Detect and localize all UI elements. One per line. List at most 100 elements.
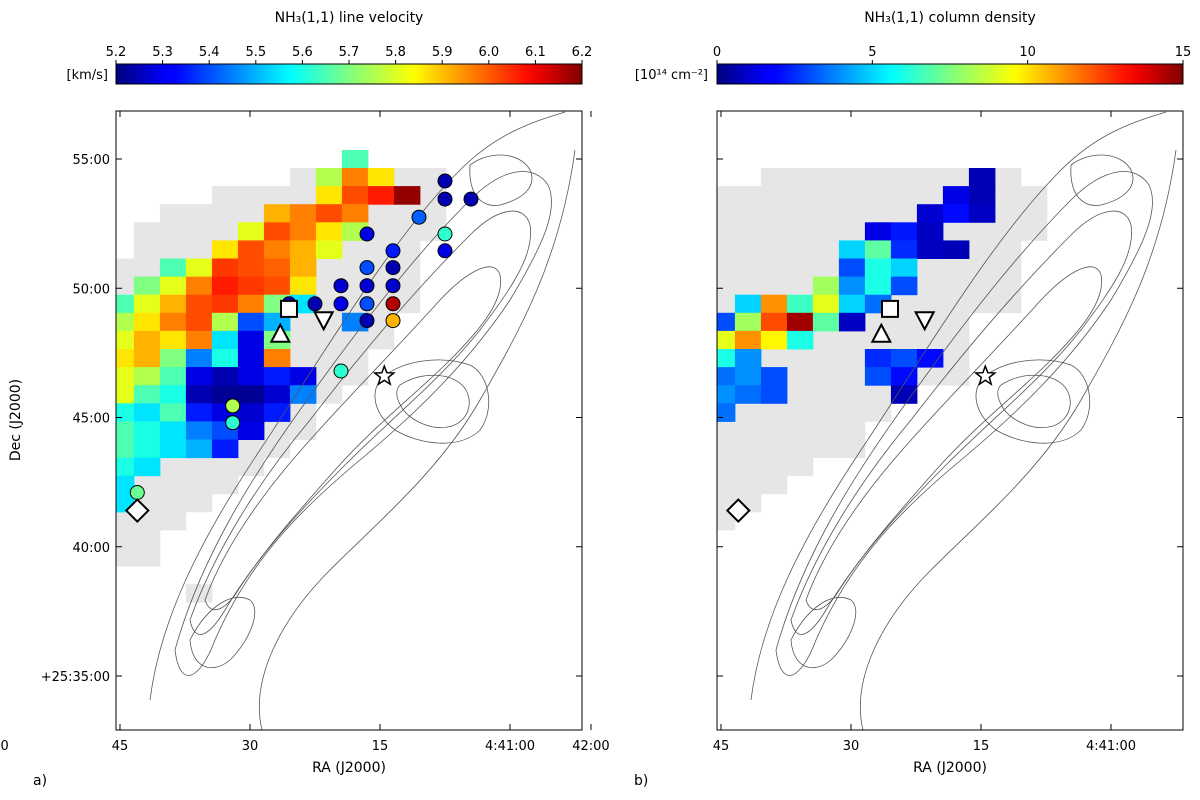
data-cell (605, 548, 632, 567)
data-cell (527, 530, 554, 549)
coverage-cell (30, 421, 56, 440)
coverage-cell (838, 367, 866, 386)
coverage-cell (4, 494, 30, 513)
coverage-cell (864, 204, 892, 223)
data-cell (211, 349, 239, 368)
coverage-cell (553, 403, 579, 422)
coverage-cell (717, 511, 736, 531)
data-cell (159, 349, 187, 368)
coverage-cell (657, 403, 683, 422)
data-cell (864, 367, 892, 386)
coverage-cell (994, 186, 1022, 205)
coverage-cell (289, 421, 317, 440)
coverage-cell (185, 493, 213, 513)
coverage-cell (4, 566, 30, 585)
coverage-cell (812, 204, 840, 223)
data-cell (133, 294, 161, 314)
coverage-cell (82, 476, 108, 495)
data-cell (734, 294, 762, 314)
y-tick-label: +25:35:00 (41, 670, 110, 685)
data-cell (579, 512, 606, 531)
coverage-cell (864, 385, 892, 404)
coverage-cell (315, 258, 343, 277)
data-cell (683, 367, 710, 386)
panel-a: NH₃(1,1) line velocity [km/s] 5.2 5.3 5.4 5… (0, 10, 592, 789)
source-circle-marker (333, 278, 349, 294)
colorbar-title-a: NH₃(1,1) line velocity (275, 10, 424, 26)
data-cell (159, 330, 187, 350)
source-circle-marker (385, 243, 401, 259)
data-cell (916, 204, 944, 223)
data-cell (683, 385, 710, 404)
coverage-cell (393, 240, 421, 259)
coverage-cell (631, 421, 657, 440)
coverage-cell (159, 493, 187, 513)
data-cell (56, 458, 83, 477)
coverage-cell (916, 276, 944, 296)
source-circle-marker (385, 313, 401, 329)
coverage-cell (760, 457, 788, 477)
data-cell (605, 512, 632, 531)
colorbar-tick-label: 15 (1175, 45, 1192, 60)
data-cell (4, 548, 31, 567)
data-cell (4, 512, 31, 531)
diamond-marker (725, 498, 751, 523)
coverage-cell (315, 330, 343, 350)
colorbar-tick-label: 5.3 (152, 45, 173, 60)
coverage-cell (657, 349, 683, 368)
source-circle-marker (333, 296, 349, 312)
coverage-cell (289, 168, 317, 187)
data-cell (185, 403, 213, 422)
data-cell (185, 367, 213, 386)
coverage-cell (30, 331, 56, 350)
source-circle-marker (52, 572, 66, 586)
data-cell (185, 312, 213, 332)
data-cell (812, 276, 840, 296)
markers-a (52, 173, 479, 586)
coverage-cell (56, 458, 82, 477)
coverage-cell (786, 349, 814, 368)
data-cell (237, 349, 265, 368)
coverage-cell (812, 168, 840, 187)
coverage-cell (289, 330, 317, 350)
data-cell (56, 349, 83, 368)
contour-line (790, 597, 857, 669)
x-tick-label: 42:00 (0, 739, 9, 754)
data-cell (82, 476, 109, 495)
coverage-cell (786, 421, 814, 440)
coverage-cell (657, 476, 683, 495)
data-cell (734, 367, 762, 386)
data-cell (916, 222, 944, 241)
data-cell (717, 330, 736, 350)
colorbar-tick-label: 5.2 (106, 45, 127, 60)
coverage-cell (116, 258, 135, 277)
coverage-cell (159, 240, 187, 259)
data-cell (315, 222, 343, 241)
data-cell (237, 367, 265, 386)
coverage-cell (942, 330, 970, 350)
panel-label-b: b) (634, 773, 648, 789)
coverage-cell (838, 186, 866, 205)
data-cell (56, 367, 83, 386)
data-cell (717, 312, 736, 332)
coverage-cell (605, 349, 631, 368)
data-cell (211, 367, 239, 386)
source-circle-marker (359, 296, 375, 312)
coverage-cell (605, 476, 631, 495)
star-marker (973, 363, 997, 386)
coverage-cell (657, 440, 683, 459)
contour-line (805, 266, 1103, 610)
y-tick-label: 55:00 (73, 153, 110, 168)
coverage-cell (367, 330, 395, 350)
coverage-cell (553, 494, 579, 513)
axes-a: 42:00 45 30 15 4:41:00 55:00 50:00 45:00 40:00 +2… (0, 111, 582, 754)
data-cell (890, 367, 918, 386)
data-cell (237, 403, 265, 422)
coverage-cell (838, 349, 866, 368)
coverage-cell (579, 421, 605, 440)
coverage-cell (657, 458, 683, 477)
coverage-cell (717, 276, 736, 296)
data-cell (4, 476, 31, 495)
coverage-cell (683, 458, 709, 477)
data-cell (56, 440, 83, 459)
